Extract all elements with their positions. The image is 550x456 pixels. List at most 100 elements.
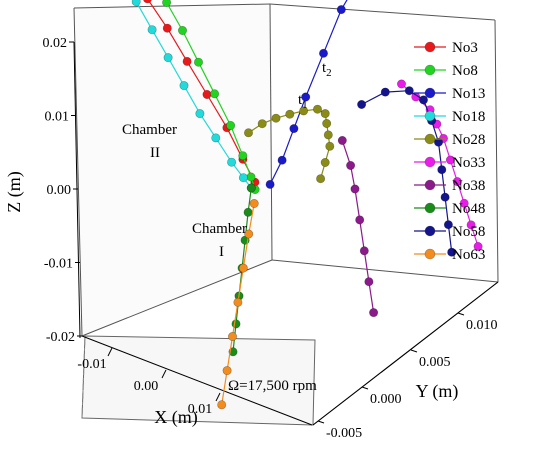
- data-point-No38: [350, 184, 360, 194]
- y-tick-mark: [457, 312, 465, 316]
- data-point-No58: [433, 137, 443, 147]
- annotation-chamber1-line1: Chamber: [192, 221, 247, 237]
- annotation-omega: Ω=17,500 rpm: [228, 378, 317, 394]
- x-tick-label: -0.01: [77, 357, 106, 372]
- x-axis: -0.01 0.00 0.01 X (m): [77, 335, 313, 428]
- annotation-chamber2-line2: II: [150, 145, 160, 161]
- legend-swatch-marker: [424, 248, 436, 260]
- annotations: Chamber II Chamber I t2 t1 Ω=17,500 rpm: [122, 60, 332, 394]
- y-ticks: -0.005 0.000 0.005 0.010: [317, 312, 498, 441]
- data-point-No8: [162, 0, 172, 7]
- legend-swatch-marker: [424, 156, 436, 168]
- legend-swatch-marker: [424, 225, 436, 237]
- data-point-No58: [437, 165, 447, 175]
- annotation-chamber1-line2: I: [219, 244, 224, 260]
- legend-swatch-marker: [424, 87, 436, 99]
- data-point-No48: [246, 183, 256, 193]
- data-point-No63: [249, 199, 259, 209]
- z-ticks: -0.02 -0.01 0.00 0.01 0.02: [43, 36, 82, 345]
- legend-label: No28: [452, 132, 485, 148]
- data-point-No63: [238, 263, 248, 273]
- legend-item-No18: No18: [414, 109, 485, 125]
- data-point-No13: [289, 124, 299, 134]
- z-axis-label: Z (m): [4, 171, 25, 212]
- axes-box: [73, 3, 499, 426]
- data-point-No8: [226, 121, 236, 131]
- legend-item-No28: No28: [414, 132, 485, 148]
- data-point-No63: [222, 366, 232, 376]
- y-tick-label: -0.005: [326, 426, 362, 441]
- data-point-No18: [227, 157, 237, 167]
- legend-item-No33: No33: [414, 155, 485, 171]
- data-point-No33: [396, 79, 406, 89]
- legend-item-No3: No3: [414, 40, 478, 56]
- series-No13: [265, 0, 348, 189]
- annotation-t1: t1: [298, 92, 308, 111]
- series-No28: [244, 104, 335, 184]
- data-point-No48: [243, 207, 253, 217]
- data-point-No13: [277, 155, 287, 165]
- series-No8: [162, 0, 260, 195]
- y-tick-mark: [361, 386, 369, 390]
- data-point-No58: [447, 247, 457, 257]
- data-point-No3: [143, 0, 152, 4]
- legend-label: No63: [452, 247, 485, 263]
- z-tick-label: -0.01: [44, 257, 73, 272]
- data-point-No38: [359, 246, 369, 256]
- legend-label: No33: [452, 155, 485, 171]
- data-point-No33: [459, 198, 469, 208]
- data-point-No18: [131, 0, 141, 7]
- legend-label: No48: [452, 201, 485, 217]
- legend-label: No38: [452, 178, 485, 194]
- data-point-No28: [320, 109, 330, 119]
- data-point-No28: [322, 119, 332, 129]
- data-point-No33: [445, 155, 455, 165]
- data-point-No18: [195, 109, 205, 119]
- data-point-No13: [265, 179, 275, 189]
- data-point-No28: [316, 174, 326, 184]
- x-tick-label: 0.01: [188, 402, 213, 417]
- data-point-No33: [466, 220, 476, 230]
- data-point-No8: [194, 57, 204, 67]
- data-point-No38: [337, 136, 347, 146]
- data-point-No58: [443, 220, 453, 230]
- y-tick-mark: [317, 420, 325, 424]
- z-axis-line: [73, 41, 81, 339]
- legend-label: No3: [452, 40, 478, 56]
- y-tick-label: 0.005: [419, 355, 451, 370]
- legend-item-No48: No48: [414, 201, 485, 217]
- data-point-No18: [238, 173, 248, 183]
- data-point-No48: [231, 319, 241, 329]
- y-axis: -0.005 0.000 0.005 0.010 Y (m): [312, 281, 499, 441]
- data-point-No38: [355, 215, 365, 225]
- data-point-No28: [320, 158, 330, 168]
- series-No63: [217, 199, 259, 410]
- data-point-No8: [178, 25, 188, 35]
- legend-item-No58: No58: [414, 224, 485, 240]
- data-point-No63: [244, 229, 254, 239]
- y-axis-line: [312, 281, 499, 426]
- data-point-No28: [325, 141, 335, 151]
- legend-swatch-marker: [424, 179, 436, 191]
- legend-item-No63: No63: [414, 247, 485, 263]
- data-point-No58: [404, 86, 414, 96]
- series-No18: [131, 0, 256, 193]
- y-tick-label: 0.000: [370, 392, 402, 407]
- data-point-No33: [473, 242, 483, 252]
- legend-swatch-marker: [424, 41, 436, 53]
- legend-swatch-marker: [424, 133, 436, 145]
- data-point-No28: [299, 106, 309, 116]
- legend-label: No58: [452, 224, 485, 240]
- legend-label: No18: [452, 109, 485, 125]
- data-point-No8: [246, 172, 256, 182]
- z-tick-label: 0.00: [47, 183, 72, 198]
- data-point-No18: [179, 81, 189, 91]
- data-point-No13: [336, 5, 346, 15]
- legend-swatch-marker: [424, 64, 436, 76]
- x-axis-line: [81, 335, 313, 426]
- y-tick-mark: [410, 349, 418, 353]
- data-point-No63: [233, 297, 243, 307]
- data-point-No8: [210, 89, 220, 99]
- data-point-No58: [440, 192, 450, 202]
- x-tick-mark: [161, 369, 167, 379]
